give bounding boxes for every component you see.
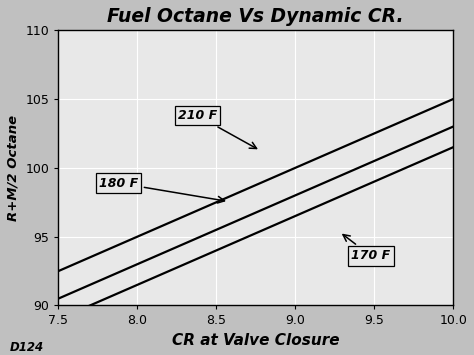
X-axis label: CR at Valve Closure: CR at Valve Closure <box>172 333 339 348</box>
Y-axis label: R+M/2 Octane: R+M/2 Octane <box>7 115 20 221</box>
Text: 210 F: 210 F <box>178 109 256 148</box>
Text: 170 F: 170 F <box>343 235 391 262</box>
Text: 180 F: 180 F <box>99 176 225 203</box>
Title: Fuel Octane Vs Dynamic CR.: Fuel Octane Vs Dynamic CR. <box>108 7 404 26</box>
Text: D124: D124 <box>9 342 44 354</box>
